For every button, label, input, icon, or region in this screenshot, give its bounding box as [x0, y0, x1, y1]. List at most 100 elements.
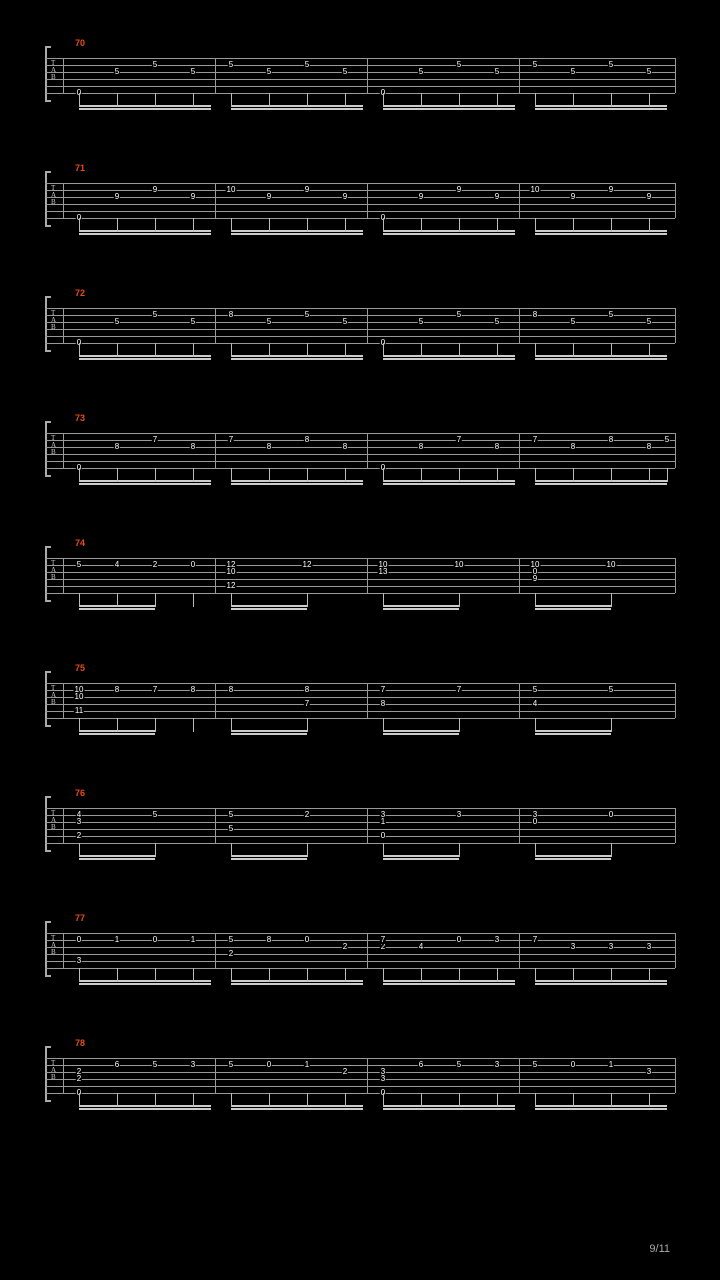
- fret-number: 5: [228, 61, 234, 69]
- measure-number: 74: [75, 538, 85, 548]
- fret-number: 0: [570, 1061, 576, 1069]
- fret-number: 8: [266, 443, 272, 451]
- fret-number: 9: [646, 193, 652, 201]
- fret-number: 5: [494, 318, 500, 326]
- fret-number: 5: [152, 311, 158, 319]
- fret-number: 7: [152, 436, 158, 444]
- fret-number: 5: [266, 68, 272, 76]
- fret-number: 8: [190, 686, 196, 694]
- page-number: 9/11: [649, 1243, 670, 1255]
- fret-number: 0: [266, 1061, 272, 1069]
- fret-number: 5: [152, 811, 158, 819]
- fret-number: 9: [532, 575, 538, 583]
- tab-measure: 77TAB0310152802274037333: [45, 925, 675, 983]
- fret-number: 3: [380, 1075, 386, 1083]
- fret-number: 8: [532, 311, 538, 319]
- fret-number: 5: [494, 68, 500, 76]
- fret-number: 8: [608, 436, 614, 444]
- fret-number: 2: [342, 943, 348, 951]
- fret-number: 5: [608, 311, 614, 319]
- fret-number: 5: [304, 61, 310, 69]
- fret-number: 9: [152, 186, 158, 194]
- fret-number: 8: [190, 443, 196, 451]
- fret-number: 5: [418, 68, 424, 76]
- fret-number: 8: [342, 443, 348, 451]
- fret-number: 8: [304, 686, 310, 694]
- fret-number: 5: [608, 686, 614, 694]
- fret-number: 3: [76, 957, 82, 965]
- fret-number: 4: [418, 943, 424, 951]
- fret-number: 9: [190, 193, 196, 201]
- fret-number: 5: [532, 1061, 538, 1069]
- fret-number: 6: [418, 1061, 424, 1069]
- fret-number: 9: [570, 193, 576, 201]
- fret-number: 9: [266, 193, 272, 201]
- fret-number: 7: [152, 686, 158, 694]
- fret-number: 5: [456, 1061, 462, 1069]
- fret-number: 3: [190, 1061, 196, 1069]
- measure-number: 75: [75, 663, 85, 673]
- fret-number: 9: [114, 193, 120, 201]
- fret-number: 7: [304, 700, 310, 708]
- measure-number: 76: [75, 788, 85, 798]
- fret-number: 2: [152, 561, 158, 569]
- fret-number: 2: [228, 950, 234, 958]
- fret-number: 2: [76, 1075, 82, 1083]
- fret-number: 0: [190, 561, 196, 569]
- tab-measure: 71TAB099910999099910999: [45, 175, 675, 233]
- fret-number: 5: [646, 68, 652, 76]
- measure-number: 73: [75, 413, 85, 423]
- fret-number: 5: [418, 318, 424, 326]
- fret-number: 7: [456, 436, 462, 444]
- fret-number: 5: [152, 61, 158, 69]
- fret-number: 8: [114, 443, 120, 451]
- fret-number: 9: [494, 193, 500, 201]
- fret-number: 5: [76, 561, 82, 569]
- fret-number: 10: [74, 693, 85, 701]
- fret-number: 10: [454, 561, 465, 569]
- fret-number: 5: [114, 318, 120, 326]
- fret-number: 5: [532, 61, 538, 69]
- tab-measure: 78TAB22065350123306535013: [45, 1050, 675, 1108]
- fret-number: 5: [646, 318, 652, 326]
- fret-number: 9: [418, 193, 424, 201]
- fret-number: 3: [456, 811, 462, 819]
- tab-measure: 72TAB0555855505558555: [45, 300, 675, 358]
- fret-number: 5: [228, 936, 234, 944]
- fret-number: 7: [532, 436, 538, 444]
- fret-number: 8: [304, 436, 310, 444]
- fret-number: 6: [114, 1061, 120, 1069]
- measure-number: 77: [75, 913, 85, 923]
- fret-number: 3: [570, 943, 576, 951]
- tab-measure: 74TAB542012101212101310100910: [45, 550, 675, 608]
- fret-number: 8: [570, 443, 576, 451]
- fret-number: 8: [266, 936, 272, 944]
- fret-number: 1: [114, 936, 120, 944]
- fret-number: 4: [532, 700, 538, 708]
- tab-measure: 73TAB08787888087878885: [45, 425, 675, 483]
- fret-number: 7: [532, 936, 538, 944]
- fret-number: 5: [532, 686, 538, 694]
- fret-number: 12: [302, 561, 313, 569]
- fret-number: 3: [608, 943, 614, 951]
- fret-number: 9: [342, 193, 348, 201]
- fret-number: 1: [190, 936, 196, 944]
- fret-number: 0: [380, 832, 386, 840]
- fret-number: 1: [304, 1061, 310, 1069]
- measure-number: 70: [75, 38, 85, 48]
- fret-number: 8: [494, 443, 500, 451]
- fret-number: 4: [114, 561, 120, 569]
- fret-number: 7: [456, 686, 462, 694]
- fret-number: 5: [456, 311, 462, 319]
- measure-number: 72: [75, 288, 85, 298]
- fret-number: 9: [608, 186, 614, 194]
- fret-number: 10: [530, 186, 541, 194]
- fret-number: 7: [380, 936, 386, 944]
- fret-number: 8: [228, 311, 234, 319]
- fret-number: 11: [74, 707, 84, 715]
- fret-number: 5: [266, 318, 272, 326]
- fret-number: 5: [608, 61, 614, 69]
- fret-number: 0: [456, 936, 462, 944]
- fret-number: 0: [76, 936, 82, 944]
- fret-number: 10: [226, 568, 237, 576]
